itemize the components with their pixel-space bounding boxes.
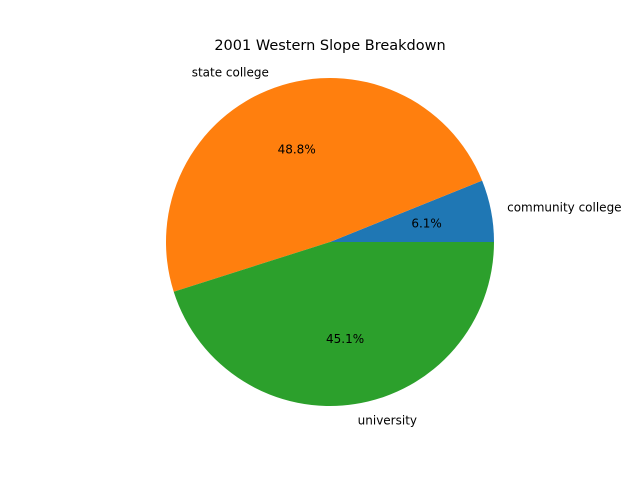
pie-percent-label: 48.8% [278,142,316,156]
pie-category-label: university [358,413,417,427]
pie-percent-label: 6.1% [411,216,442,230]
pie-slice-university [173,242,494,406]
pie-slice-state-college [165,77,483,292]
pie-percent-label: 45.1% [326,332,364,346]
pie-category-label: state college [192,65,269,79]
pie-slice-community-college [330,180,494,242]
chart-title: 2001 Western Slope Breakdown [214,38,445,54]
pie-slices [165,77,494,406]
pie-category-label: community college [507,201,621,215]
pie-labels: 6.1% community college 48.8% state college 4… [192,65,622,427]
